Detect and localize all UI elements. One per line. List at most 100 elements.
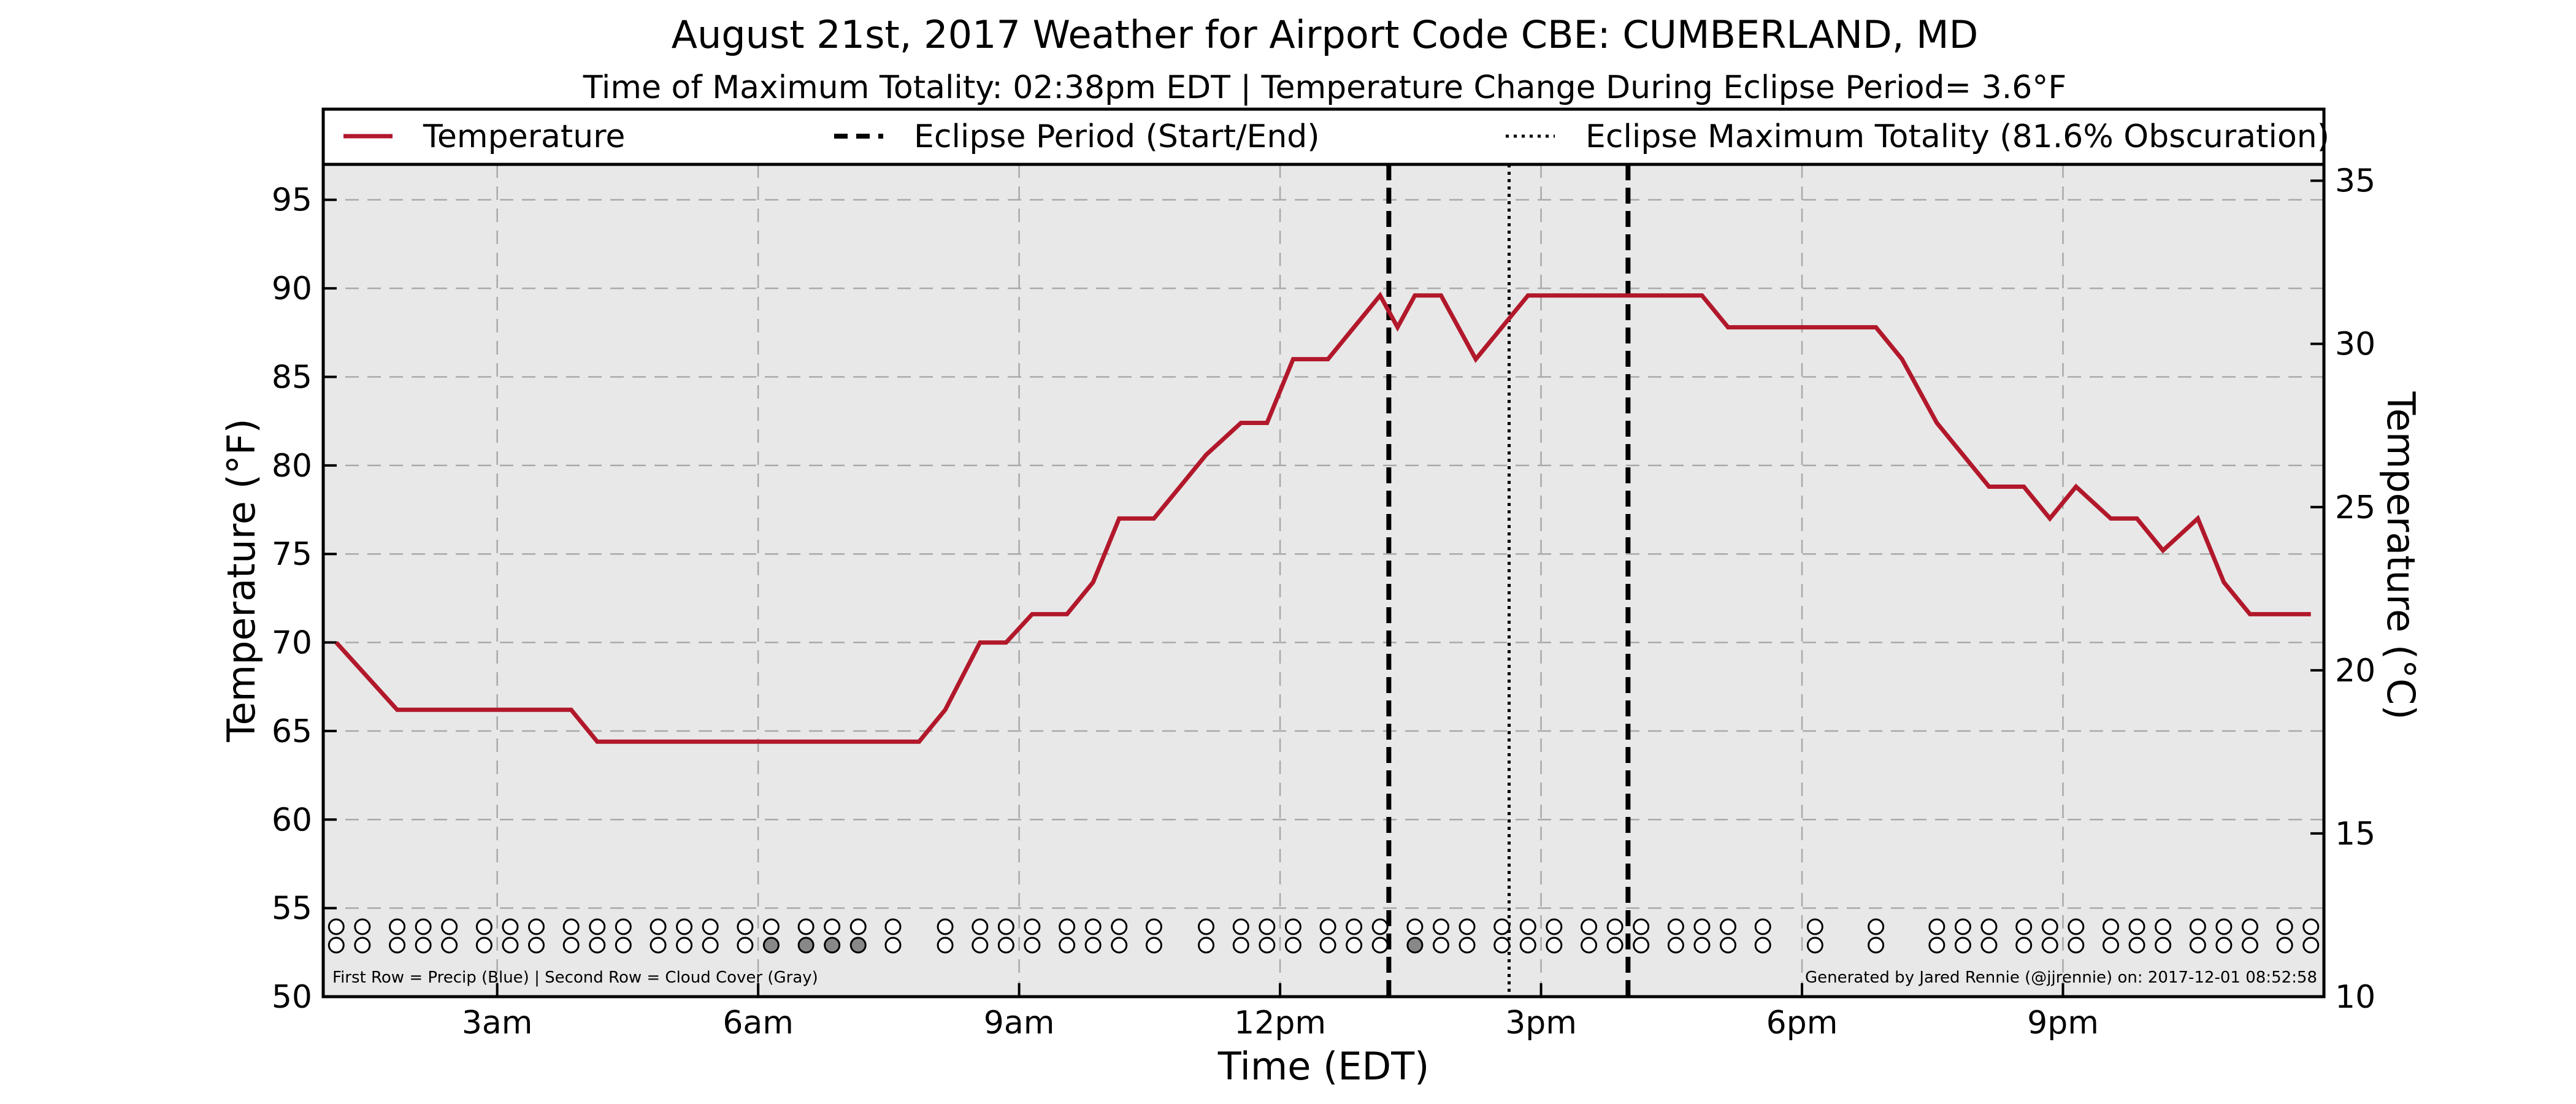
cloud-marker: [1493, 937, 1511, 954]
precip-marker: [328, 918, 345, 935]
cloud-marker: [389, 937, 406, 954]
cloud-marker: [702, 937, 719, 954]
precip-marker: [1059, 918, 1076, 935]
cloud-marker: [997, 937, 1014, 954]
temperature-line: [334, 291, 2311, 744]
cloud-marker: [2302, 937, 2320, 954]
cloud-marker: [1581, 937, 1598, 954]
footer-note-right: Generated by Jared Rennie (@jjrennie) on…: [1805, 968, 2317, 987]
x-tick-label: 9pm: [2027, 1005, 2099, 1041]
y-right-tick-label: 35: [2335, 163, 2375, 200]
cloud-marker: [2189, 937, 2206, 954]
precip-marker: [1371, 918, 1389, 935]
legend-label: Temperature: [423, 118, 625, 155]
cloud-marker: [502, 937, 519, 954]
y-tick-label: 85: [272, 359, 312, 396]
cloud-marker: [1111, 937, 1128, 954]
cloud-marker: [475, 937, 493, 954]
precip-marker: [502, 918, 519, 935]
x-axis-label: Time (EDT): [1217, 1044, 1430, 1089]
cloud-marker: [972, 937, 989, 954]
precip-marker: [527, 918, 545, 935]
legend: Temperature Eclipse Period (Start/End) Ecl…: [321, 107, 2329, 166]
precip-marker: [849, 918, 867, 935]
cloud-marker: [1284, 937, 1301, 954]
cloud-marker: [2215, 937, 2233, 954]
cloud-marker: [824, 937, 841, 954]
y-tick-label: 75: [272, 536, 312, 573]
precip-marker: [762, 918, 780, 935]
cloud-marker: [650, 937, 667, 954]
cloud-marker: [2128, 937, 2145, 954]
cloud-marker: [1546, 937, 1563, 954]
precip-marker: [1024, 918, 1041, 935]
precip-marker: [389, 918, 406, 935]
chart-title: August 21st, 2017 Weather for Airport Co…: [672, 12, 1979, 57]
y-axis-label-right: Temperature (°C): [2379, 391, 2423, 719]
precip-marker: [1232, 918, 1249, 935]
precip-marker: [2241, 918, 2258, 935]
x-tick-label: 3am: [462, 1005, 533, 1041]
cloud-marker: [1059, 937, 1076, 954]
cloud-marker: [328, 937, 345, 954]
cloud-marker: [1084, 937, 1102, 954]
precip-marker: [1954, 918, 1971, 935]
precip-marker: [1606, 918, 1623, 935]
cloud-marker: [589, 937, 606, 954]
temperature-series: [334, 291, 2311, 744]
cloud-marker: [1868, 937, 1885, 954]
cloud-marker: [676, 937, 693, 954]
cloud-marker: [1693, 937, 1711, 954]
cloud-marker: [2276, 937, 2293, 954]
y-tick-label: 80: [272, 448, 312, 485]
cloud-marker: [1406, 937, 1424, 954]
precip-marker: [1432, 918, 1449, 935]
cloud-marker: [884, 937, 902, 954]
grid-lines: [323, 164, 2324, 997]
precip-marker: [2068, 918, 2085, 935]
cloud-marker: [1980, 937, 1998, 954]
precip-marker: [1406, 918, 1424, 935]
y-right-tick-label: 20: [2335, 653, 2375, 689]
precip-marker: [1928, 918, 1945, 935]
precip-marker: [589, 918, 606, 935]
cloud-marker: [1346, 937, 1363, 954]
precip-marker: [1319, 918, 1336, 935]
cloud-marker: [797, 937, 815, 954]
cloud-marker: [2068, 937, 2085, 954]
precip-marker: [354, 918, 371, 935]
precip-marker: [702, 918, 719, 935]
precip-marker: [1111, 918, 1128, 935]
cloud-marker: [1667, 937, 1684, 954]
x-tick-label: 12pm: [1234, 1005, 1326, 1041]
precip-marker: [1284, 918, 1301, 935]
precip-marker: [824, 918, 841, 935]
cloud-marker: [354, 937, 371, 954]
precip-marker: [2276, 918, 2293, 935]
cloud-marker: [615, 937, 632, 954]
precip-marker: [2189, 918, 2206, 935]
cloud-marker: [415, 937, 432, 954]
cloud-marker: [737, 937, 754, 954]
chart-subtitle: Time of Maximum Totality: 02:38pm EDT | …: [583, 69, 2066, 106]
cloud-marker: [2015, 937, 2033, 954]
y-tick-label: 95: [272, 182, 312, 219]
x-tick-label: 9am: [984, 1005, 1055, 1041]
y-right-tick-label: 25: [2335, 489, 2375, 526]
precip-marker: [1581, 918, 1598, 935]
precip-marker: [1259, 918, 1276, 935]
x-tick-label: 3pm: [1505, 1005, 1577, 1041]
y-right-tick-label: 10: [2335, 979, 2375, 1016]
precip-marker: [1693, 918, 1711, 935]
cloud-marker: [762, 937, 780, 954]
cloud-marker: [849, 937, 867, 954]
precip-marker: [1719, 918, 1736, 935]
x-tick-label: 6pm: [1766, 1005, 1838, 1041]
precip-marker: [737, 918, 754, 935]
legend-label: Eclipse Maximum Totality (81.6% Obscurat…: [1585, 118, 2329, 155]
cloud-marker: [441, 937, 458, 954]
precip-marker: [2155, 918, 2172, 935]
precip-marker: [1346, 918, 1363, 935]
precip-marker: [1459, 918, 1476, 935]
precip-marker: [2041, 918, 2058, 935]
